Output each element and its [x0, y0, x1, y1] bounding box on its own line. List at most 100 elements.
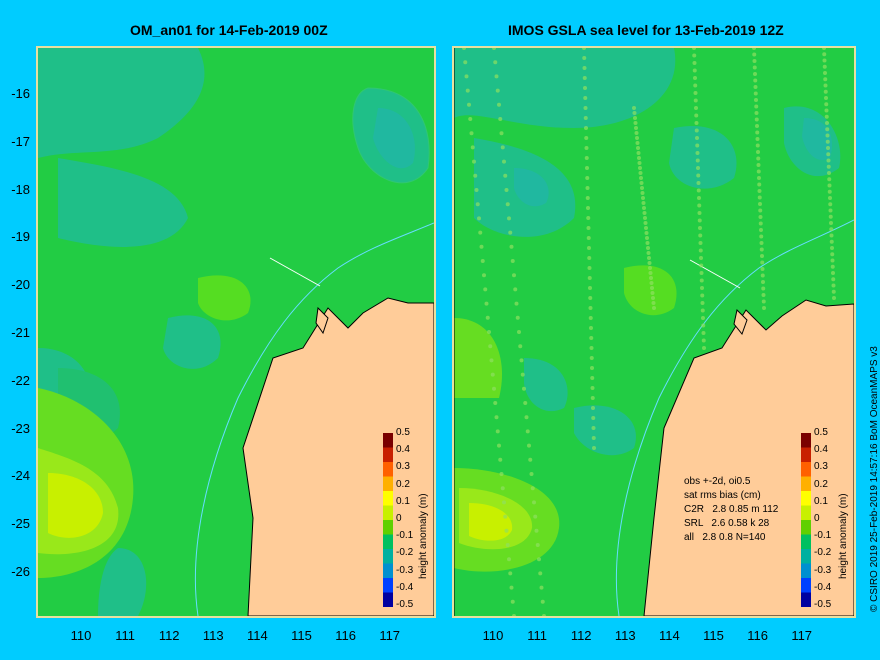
- observation-dot: [584, 136, 589, 140]
- x-tick-label: 113: [202, 628, 224, 643]
- observation-dot: [590, 376, 595, 380]
- colorbar-swatch: [383, 462, 393, 477]
- observation-dot: [498, 117, 503, 121]
- x-tick-label: 111: [527, 628, 547, 643]
- colorbar-swatch: [383, 549, 393, 564]
- colorbar-swatch: [801, 578, 811, 593]
- observation-dot: [635, 141, 640, 145]
- observation-dot: [644, 231, 649, 235]
- observation-dot: [757, 182, 762, 187]
- observation-dot: [650, 286, 654, 290]
- observation-dot: [824, 102, 829, 107]
- right-map-svg: [454, 48, 854, 616]
- observation-dot: [694, 121, 699, 125]
- observation-dot: [758, 215, 763, 219]
- colorbar-tick-label: 0.4: [814, 444, 828, 456]
- stats-line-5: all 2.8 0.8 N=140: [684, 532, 766, 543]
- observation-dot: [489, 358, 494, 363]
- observation-dot: [758, 221, 763, 226]
- observation-dot: [530, 486, 535, 491]
- observation-dot: [591, 416, 596, 420]
- observation-dot: [696, 166, 700, 170]
- observation-dot: [464, 74, 469, 79]
- observation-dot: [699, 263, 704, 268]
- observation-dot: [477, 216, 481, 221]
- observation-dot: [510, 259, 515, 263]
- observation-dot: [584, 156, 589, 160]
- observation-dot: [502, 500, 506, 505]
- x-tick-label: 113: [614, 628, 636, 643]
- observation-dot: [585, 166, 589, 170]
- observation-dot: [825, 121, 829, 125]
- observation-dot: [591, 426, 596, 430]
- observation-dot: [648, 266, 652, 270]
- observation-dot: [698, 226, 702, 230]
- observation-dot: [754, 117, 759, 122]
- observation-dot: [760, 273, 765, 278]
- observation-dot: [532, 500, 536, 505]
- observation-dot: [465, 88, 470, 93]
- observation-dot: [752, 52, 757, 57]
- observation-dot: [634, 126, 638, 130]
- observation-dot: [494, 74, 499, 79]
- observation-dot: [828, 208, 833, 213]
- observation-dot: [637, 156, 641, 160]
- observation-dot: [824, 108, 829, 113]
- observation-dot: [826, 164, 831, 169]
- observation-dot: [637, 161, 642, 165]
- colorbar-tick-label: -0.3: [814, 564, 832, 576]
- observation-dot: [589, 346, 594, 350]
- observation-dot: [827, 183, 832, 188]
- observation-dot: [499, 131, 504, 136]
- observation-dot: [495, 88, 500, 93]
- left-map-svg: [38, 48, 434, 616]
- observation-dot: [759, 247, 764, 252]
- observation-dot: [753, 72, 757, 76]
- observation-dot: [482, 273, 486, 278]
- observation-dot: [510, 599, 515, 604]
- observation-dot: [635, 136, 639, 140]
- observation-dot: [696, 173, 701, 178]
- observation-dot: [824, 114, 829, 119]
- colorbar-swatch: [801, 447, 811, 463]
- colorbar-swatch: [801, 505, 811, 521]
- observation-dot: [825, 139, 830, 144]
- colorbar-tick-label: 0.1: [396, 495, 410, 507]
- observation-dot: [587, 266, 592, 270]
- colorbar-swatch: [383, 491, 393, 506]
- x-tick-label: 110: [70, 628, 92, 643]
- right-colorbar-title: height anomaly (m): [838, 493, 849, 579]
- y-tick-label: -19: [11, 229, 30, 245]
- colorbar-swatch: [383, 433, 393, 448]
- observation-dot: [475, 202, 480, 207]
- observation-dot: [822, 58, 827, 63]
- observation-dot: [693, 91, 698, 95]
- observation-dot: [826, 158, 831, 163]
- stats-line-3: C2R 2.8 0.85 m 112: [684, 504, 779, 515]
- observation-dot: [755, 143, 760, 148]
- observation-dot: [525, 429, 530, 434]
- observation-dot: [698, 241, 703, 245]
- observation-dot: [537, 557, 541, 562]
- observation-dot: [502, 159, 506, 164]
- observation-dot: [753, 85, 758, 89]
- colorbar-tick-label: -0.4: [814, 581, 832, 593]
- observation-dot: [583, 106, 588, 110]
- observation-dot: [692, 48, 696, 50]
- observation-dot: [826, 152, 831, 157]
- observation-dot: [757, 189, 762, 193]
- observation-dot: [761, 286, 766, 291]
- right-colorbar: [801, 433, 811, 607]
- observation-dot: [590, 396, 595, 400]
- observation-dot: [757, 195, 762, 200]
- observation-dot: [640, 186, 644, 190]
- observation-dot: [519, 358, 524, 363]
- colorbar-tick-label: 0.2: [396, 478, 410, 490]
- x-tick-label: 111: [115, 628, 135, 643]
- observation-dot: [639, 176, 643, 180]
- x-tick-label: 116: [747, 628, 768, 643]
- observation-dot: [694, 113, 699, 118]
- observation-dot: [647, 261, 652, 265]
- colorbar-tick-label: 0.2: [814, 478, 828, 490]
- x-tick-label: 117: [791, 628, 813, 643]
